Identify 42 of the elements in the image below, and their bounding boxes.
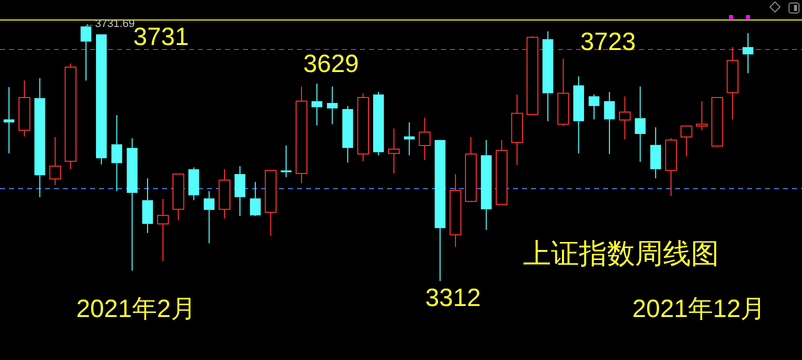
candlestick — [418, 117, 431, 161]
candlestick — [312, 83, 322, 126]
candlestick — [34, 78, 46, 198]
annotation: 3723 — [580, 28, 636, 56]
candlestick — [388, 128, 400, 174]
candlestick — [111, 114, 122, 192]
candlestick — [404, 122, 415, 156]
candlestick — [218, 168, 230, 219]
candlestick — [573, 76, 584, 154]
candlestick — [634, 86, 646, 162]
candlestick — [234, 166, 246, 216]
candlestick — [18, 80, 30, 137]
candlestick — [49, 136, 62, 186]
candlestick — [450, 174, 462, 248]
candlestick — [618, 96, 631, 140]
text: 上证指数周线图 — [523, 237, 719, 270]
candlestick — [373, 92, 384, 156]
candlestick — [588, 94, 600, 120]
candlestick — [250, 181, 261, 216]
candlestick — [696, 100, 708, 131]
candlestick — [742, 32, 754, 74]
candlestick — [542, 30, 554, 122]
candlestick — [80, 26, 92, 81]
candlestick — [296, 86, 308, 184]
candlestick — [142, 178, 153, 234]
candlestick — [126, 138, 138, 272]
annotation: 3731 — [133, 23, 189, 51]
candlestick — [204, 190, 215, 244]
text: 2021年2月 — [76, 295, 196, 323]
candlestick — [650, 126, 662, 179]
text: 2021年12月 — [632, 295, 766, 323]
candlestick — [326, 86, 338, 125]
candlestick — [726, 46, 738, 120]
annotation: ←3731.69 — [84, 18, 135, 30]
candlestick — [4, 86, 14, 154]
annotation: 3629 — [303, 50, 359, 78]
text: 3312 — [425, 284, 481, 312]
candlestick — [604, 92, 615, 155]
candlestick — [342, 106, 354, 164]
candlestick — [157, 198, 169, 262]
candlestick — [480, 140, 492, 230]
candlestick — [511, 94, 523, 166]
